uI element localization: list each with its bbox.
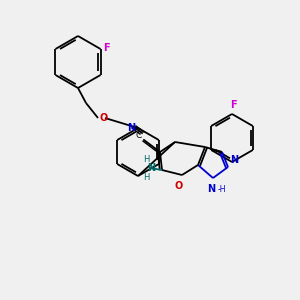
Text: -H: -H bbox=[218, 185, 226, 194]
Text: F: F bbox=[230, 100, 236, 110]
Text: H: H bbox=[143, 155, 149, 164]
Text: F: F bbox=[103, 43, 110, 53]
Text: H: H bbox=[143, 173, 149, 182]
Text: O: O bbox=[100, 113, 108, 123]
Text: N: N bbox=[230, 155, 238, 165]
Text: N: N bbox=[207, 184, 215, 194]
Text: C: C bbox=[136, 130, 142, 140]
Text: O: O bbox=[175, 181, 183, 191]
Text: N: N bbox=[127, 123, 135, 133]
Text: N: N bbox=[147, 163, 155, 173]
